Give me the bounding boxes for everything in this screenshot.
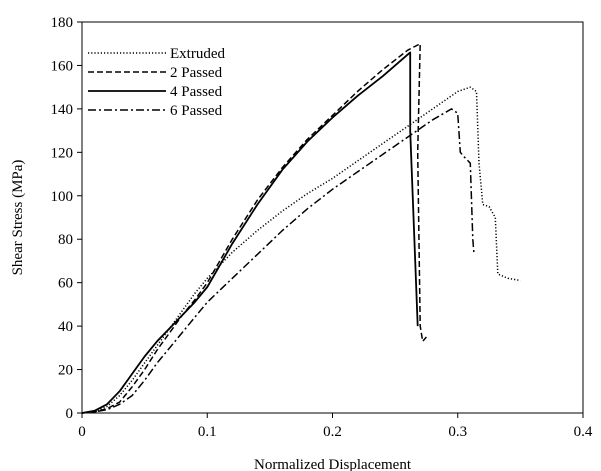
y-tick-label: 80	[58, 232, 73, 248]
x-tick-label: 0.1	[198, 424, 217, 440]
y-tick-label: 100	[51, 189, 74, 205]
legend-label: 2 Passed	[170, 65, 223, 81]
y-tick-label: 180	[51, 15, 74, 31]
series-line-4-passed	[81, 51, 419, 414]
series-layer	[81, 42, 521, 414]
legend-label: 4 Passed	[170, 84, 223, 100]
y-axis-label: Shear Stress (MPa)	[10, 160, 26, 276]
x-tick-label: 0.3	[448, 424, 467, 440]
y-tick-label: 20	[58, 363, 73, 379]
legend-label: Extruded	[170, 46, 225, 62]
x-axis-label: Normalized Displacement	[254, 457, 412, 471]
x-tick-label: 0.4	[574, 424, 593, 440]
legend: Extruded 2 Passed 4 Passed 6 Passed	[88, 46, 225, 119]
y-tick-label: 0	[66, 406, 74, 422]
series-line-extruded	[81, 86, 521, 414]
series-line-2-passed	[81, 42, 427, 414]
x-tick-label: 0.2	[323, 424, 342, 440]
y-tick-label: 120	[51, 145, 74, 161]
y-tick-label: 40	[58, 319, 73, 335]
y-tick-label: 60	[58, 276, 73, 292]
x-tick-label: 0	[78, 424, 86, 440]
plot-frame	[81, 21, 584, 414]
series-line-6-passed	[81, 108, 475, 414]
y-tick-label: 160	[51, 58, 74, 74]
y-tick-label: 140	[51, 102, 74, 118]
axes-layer: 0 0.1 0.2 0.3 0.4 0 20 40 60 80 100 120 140 160 180	[51, 15, 593, 440]
legend-label: 6 Passed	[170, 103, 223, 119]
plot-area	[81, 21, 584, 414]
